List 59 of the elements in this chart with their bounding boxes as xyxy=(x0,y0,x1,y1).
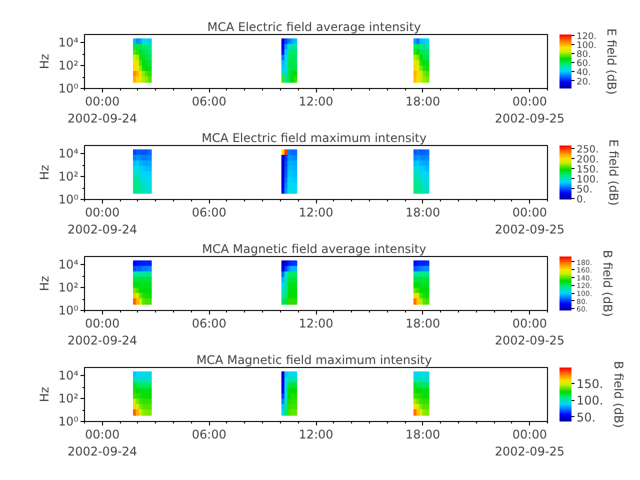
x-tick-label: 18:00 xyxy=(406,94,440,108)
x-tick-label: 00:00 2002-09-25 xyxy=(494,206,565,236)
color-bar-label: 80. xyxy=(576,50,591,60)
x-tick-label: 12:00 xyxy=(298,428,334,442)
chart-title: MCA Magnetic field maximum intensity xyxy=(196,353,432,367)
color-bar-label: 100. xyxy=(576,174,599,186)
color-bar-label: 40. xyxy=(576,68,591,78)
color-bar-label: 150. xyxy=(576,164,599,176)
y-tick-label: 10² xyxy=(58,58,79,73)
color-bar-title: B field (dB) xyxy=(612,361,626,428)
color-bar-label: 150. xyxy=(576,377,604,391)
color-bar-label: 0. xyxy=(576,194,586,206)
x-tick-label: 00:00 2002-09-24 xyxy=(67,94,138,126)
x-tick-label: 12:00 xyxy=(298,316,334,330)
y-axis-title: Hz xyxy=(37,164,52,180)
y-tick-label: 10⁰ xyxy=(58,192,79,206)
color-bar-title: B field (dB) xyxy=(600,250,614,317)
color-bar-label: 100. xyxy=(576,40,597,51)
x-tick-label: 00:00 2002-09-24 xyxy=(67,428,138,458)
x-tick-label: 06:00 xyxy=(192,316,226,330)
color-bar-label: 50. xyxy=(576,410,596,424)
y-tick-label: 10⁰ xyxy=(58,82,79,96)
chart-title: MCA Electric field average intensity xyxy=(207,20,421,34)
color-bar-label: 200. xyxy=(576,154,599,166)
color-bar-label: 100. xyxy=(576,394,604,408)
x-tick-label: 12:00 xyxy=(298,206,334,220)
y-tick-label: 10² xyxy=(58,170,79,184)
y-tick-label: 10⁴ xyxy=(58,36,79,50)
y-tick-label: 10⁴ xyxy=(58,146,79,161)
x-tick-label: 00:00 2002-09-25 xyxy=(494,316,565,348)
color-bar-label: 120. xyxy=(576,32,597,42)
color-bar-label: 50. xyxy=(576,184,592,196)
color-bar-title: E field (dB) xyxy=(604,28,618,95)
x-tick-label: 18:00 xyxy=(406,316,440,330)
color-bar-label: 20. xyxy=(576,77,591,88)
x-tick-label: 18:00 xyxy=(406,206,440,220)
chart-title: MCA Magnetic field average intensity xyxy=(202,242,426,256)
y-tick-label: 10⁴ xyxy=(58,368,79,383)
y-axis-title: Hz xyxy=(37,386,52,402)
color-bar-label: 60. xyxy=(576,59,591,70)
color-bar-label: 250. xyxy=(576,144,599,156)
x-tick-label: 00:00 2002-09-24 xyxy=(67,206,138,236)
x-tick-label: 12:00 xyxy=(298,94,334,108)
y-tick-label: 10⁰ xyxy=(58,304,79,318)
x-tick-label: 00:00 2002-09-25 xyxy=(494,94,565,126)
color-bar-title: E field (dB) xyxy=(606,139,620,206)
x-tick-label: 00:00 2002-09-24 xyxy=(67,316,138,348)
x-tick-label: 18:00 xyxy=(406,428,440,442)
y-tick-label: 10⁰ xyxy=(58,414,79,428)
y-tick-label: 10⁴ xyxy=(58,258,79,272)
y-tick-label: 10² xyxy=(58,280,79,295)
x-tick-label: 06:00 xyxy=(192,94,226,108)
y-axis-title: Hz xyxy=(37,54,52,70)
chart-title: MCA Electric field maximum intensity xyxy=(202,131,427,145)
x-tick-label: 06:00 xyxy=(192,206,226,220)
y-tick-label: 10² xyxy=(58,392,79,406)
x-tick-label: 00:00 2002-09-25 xyxy=(494,428,565,458)
y-axis-title: Hz xyxy=(37,276,52,292)
x-tick-label: 06:00 xyxy=(192,428,226,442)
